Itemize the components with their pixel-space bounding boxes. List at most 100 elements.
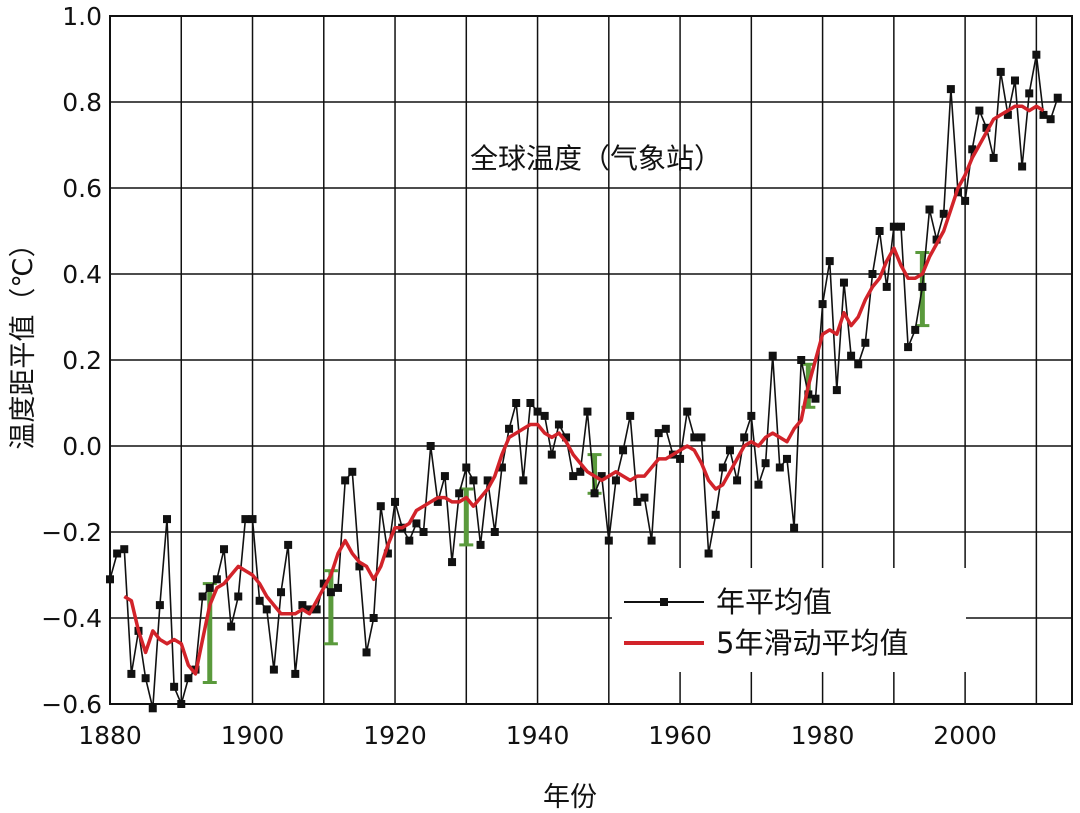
annual-mean-point xyxy=(832,386,841,395)
legend-smooth-label: 5年滑动平均值 xyxy=(716,626,908,660)
legend-background xyxy=(612,568,966,672)
annual-mean-point xyxy=(277,588,286,597)
chart-title: 全球温度（气象站） xyxy=(470,142,722,175)
annual-mean-point xyxy=(476,540,485,549)
annual-mean-point xyxy=(234,592,243,601)
annual-mean-point xyxy=(298,601,307,610)
annual-mean-point xyxy=(305,605,314,614)
annual-mean-point xyxy=(383,549,392,558)
annual-mean-point xyxy=(633,497,642,506)
annual-mean-point xyxy=(1025,89,1034,98)
annual-mean-point xyxy=(661,424,670,433)
annual-mean-point xyxy=(163,515,172,524)
annual-mean-point xyxy=(391,497,400,506)
annual-mean-point xyxy=(761,459,770,468)
annual-mean-point xyxy=(248,515,257,524)
annual-mean-point xyxy=(861,338,870,347)
annual-mean-point xyxy=(775,463,784,472)
y-tick-label: −0.2 xyxy=(41,518,102,547)
annual-mean-point xyxy=(982,123,991,132)
annual-mean-point xyxy=(291,669,300,678)
plot-frame xyxy=(109,15,1073,705)
y-tick-label: 0.6 xyxy=(62,174,102,203)
annual-mean-point xyxy=(611,476,620,485)
annual-mean-point xyxy=(547,450,556,459)
annual-mean-point xyxy=(362,648,371,657)
y-tick-label: 0.8 xyxy=(62,88,102,117)
annual-mean-point xyxy=(797,356,806,364)
annual-mean-point xyxy=(932,235,941,244)
annual-mean-point xyxy=(676,454,685,463)
annual-mean-point xyxy=(220,545,229,554)
annual-mean-point xyxy=(946,85,955,94)
annual-mean-point xyxy=(711,510,720,519)
annual-mean-point xyxy=(619,446,628,455)
annual-mean-point xyxy=(683,407,692,416)
annual-mean-point xyxy=(419,528,428,536)
annual-mean-point xyxy=(269,665,278,674)
annual-mean-point xyxy=(455,489,464,498)
annual-mean-point xyxy=(868,270,877,278)
annual-mean-point xyxy=(576,467,585,476)
annual-mean-point xyxy=(740,433,749,442)
annual-mean-series xyxy=(106,50,1062,713)
y-tick-label: 0.4 xyxy=(62,260,102,289)
annual-mean-point xyxy=(405,536,414,545)
annual-mean-point xyxy=(839,278,848,287)
annual-mean-point xyxy=(704,549,713,558)
annual-mean-point xyxy=(519,476,528,485)
annual-mean-point xyxy=(911,325,920,334)
annual-mean-point xyxy=(697,433,706,442)
annual-mean-point xyxy=(155,601,164,610)
annual-mean-point xyxy=(483,476,492,485)
annual-mean-point xyxy=(462,463,471,472)
annual-mean-point xyxy=(227,622,236,631)
annual-mean-point xyxy=(904,343,913,352)
legend-annual-label: 年平均值 xyxy=(716,585,832,619)
annual-mean-point xyxy=(989,153,998,162)
annual-mean-point xyxy=(148,704,157,713)
annual-mean-point xyxy=(255,596,264,605)
annual-mean-point xyxy=(355,562,364,571)
annual-mean-point xyxy=(426,442,435,450)
annual-mean-point xyxy=(127,669,136,678)
annual-mean-point xyxy=(1032,50,1041,59)
legend: 年平均值 5年滑动平均值 xyxy=(612,568,966,672)
annual-mean-point xyxy=(811,394,820,403)
annual-mean-point xyxy=(369,614,378,622)
annual-mean-point xyxy=(583,407,592,416)
annual-mean-point xyxy=(925,205,934,214)
annual-mean-point xyxy=(790,523,799,532)
annual-mean-point xyxy=(604,536,613,545)
annual-mean-point xyxy=(1039,110,1048,119)
annual-mean-point xyxy=(939,209,948,218)
annual-mean-point xyxy=(141,674,150,683)
x-tick-label: 2000 xyxy=(933,721,997,750)
annual-mean-point xyxy=(1046,115,1055,124)
annual-mean-point xyxy=(818,300,827,309)
annual-mean-point xyxy=(113,549,122,558)
annual-mean-point xyxy=(569,472,578,481)
annual-mean-point xyxy=(1003,110,1012,119)
annual-mean-point xyxy=(626,411,635,420)
annual-mean-point xyxy=(961,196,970,205)
annual-mean-point xyxy=(975,106,984,115)
annual-mean-point xyxy=(448,558,457,567)
y-tick-label: 0.2 xyxy=(62,346,102,375)
annual-mean-point xyxy=(968,145,977,154)
y-tick-label: −0.4 xyxy=(41,604,102,633)
annual-mean-point xyxy=(490,528,499,536)
annual-mean-point xyxy=(497,463,506,472)
annual-mean-point xyxy=(334,583,343,592)
annual-mean-point xyxy=(505,424,514,433)
annual-mean-point xyxy=(540,411,549,420)
annual-mean-point xyxy=(1018,162,1027,171)
annual-mean-point xyxy=(718,463,727,472)
annual-mean-point xyxy=(725,446,734,455)
annual-mean-point xyxy=(889,222,898,231)
x-axis-label: 年份 xyxy=(543,782,597,813)
annual-mean-point xyxy=(326,588,335,597)
annual-mean-point xyxy=(690,433,699,442)
five-year-mean-series xyxy=(123,104,1045,676)
x-tick-label: 1980 xyxy=(791,721,855,750)
